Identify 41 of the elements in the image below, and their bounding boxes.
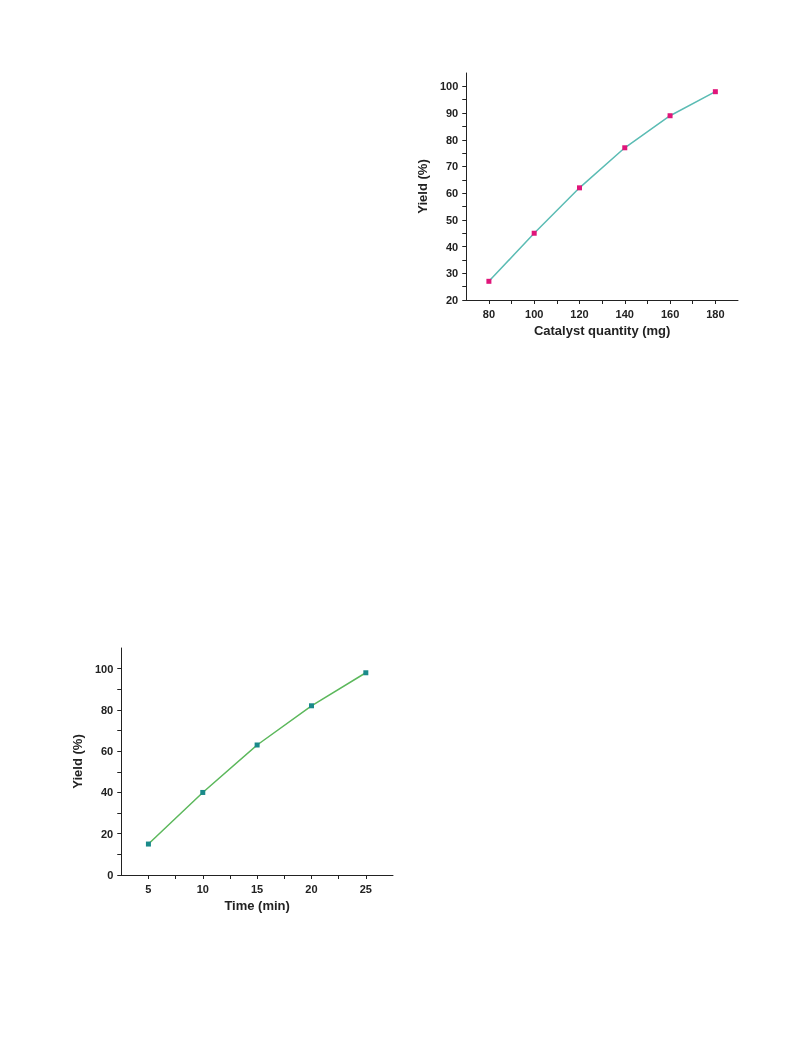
y-tick-label: 60 bbox=[101, 745, 114, 758]
point bbox=[622, 145, 628, 151]
point bbox=[254, 742, 260, 748]
x-tick-label: 120 bbox=[570, 307, 589, 320]
y-tick-label: 100 bbox=[94, 662, 114, 675]
x-tick-label: 5 bbox=[145, 882, 152, 895]
x-tick-label: 25 bbox=[359, 882, 372, 895]
point bbox=[531, 230, 537, 236]
point bbox=[200, 789, 206, 795]
y-tick-label: 70 bbox=[446, 160, 459, 173]
y-tick-label: 40 bbox=[446, 240, 459, 253]
y-axis-title: Yield (%) bbox=[70, 734, 85, 789]
point bbox=[363, 670, 369, 676]
point bbox=[667, 113, 673, 119]
y-tick-label: 100 bbox=[439, 80, 459, 93]
y-tick-label: 90 bbox=[446, 107, 459, 120]
x-tick-label: 20 bbox=[305, 882, 318, 895]
y-tick-label: 60 bbox=[446, 187, 459, 200]
point bbox=[486, 278, 492, 284]
y-tick-label: 80 bbox=[446, 133, 459, 146]
y-tick-label: 80 bbox=[101, 703, 114, 716]
y-axis-title: Yield (%) bbox=[415, 159, 430, 214]
y-tick-label: 20 bbox=[101, 827, 114, 840]
point bbox=[712, 89, 718, 95]
x-tick-label: 160 bbox=[660, 307, 680, 320]
y-tick-label: 30 bbox=[446, 267, 459, 280]
x-tick-label: 10 bbox=[196, 882, 209, 895]
y-tick-label: 50 bbox=[446, 213, 459, 226]
y-tick-label: 0 bbox=[107, 869, 114, 881]
x-axis-title: Catalyst quantity (mg) bbox=[533, 322, 671, 338]
x-tick-label: 80 bbox=[482, 307, 496, 320]
point bbox=[576, 185, 582, 191]
x-tick-label: 140 bbox=[615, 307, 634, 320]
y-tick-label: 40 bbox=[101, 786, 114, 799]
x-tick-label: 180 bbox=[706, 307, 725, 320]
y-tick-label: 20 bbox=[446, 294, 459, 306]
x-tick-label: 100 bbox=[525, 307, 544, 320]
point bbox=[308, 703, 314, 709]
x-axis-title: Time (min) bbox=[224, 897, 290, 913]
x-tick-label: 15 bbox=[251, 882, 264, 895]
point bbox=[145, 841, 151, 847]
